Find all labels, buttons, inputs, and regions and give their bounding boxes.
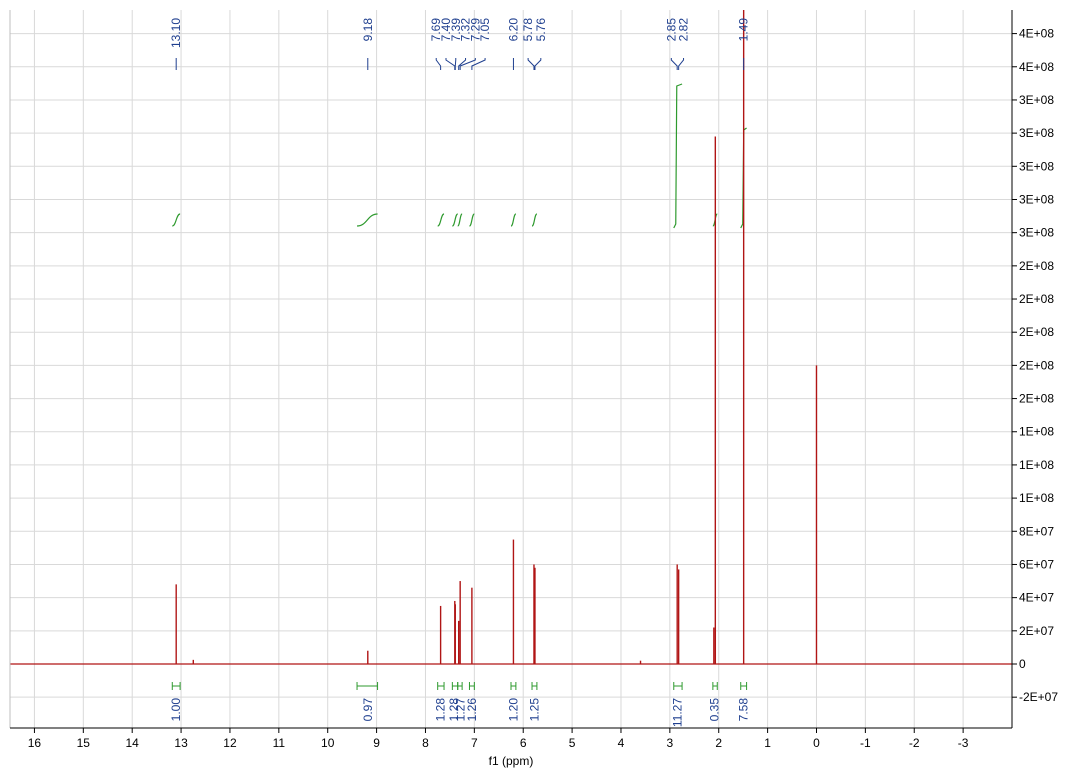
integral-curve xyxy=(457,213,463,227)
integral-value-label: 1.27 xyxy=(454,698,468,722)
chemical-shift-label: 5.78 xyxy=(521,18,535,42)
y-tick-label: 2E+08 xyxy=(1019,358,1054,372)
shift-label-connector xyxy=(527,58,535,70)
y-tick-label: 1E+08 xyxy=(1019,425,1054,439)
x-tick-label: 11 xyxy=(273,736,286,750)
integral-value-label: 1.20 xyxy=(506,698,520,722)
y-tick-label: 3E+08 xyxy=(1019,159,1054,173)
x-tick-label: 15 xyxy=(77,736,91,750)
integral-value-label: 0.97 xyxy=(361,698,375,722)
y-tick-label: 1E+08 xyxy=(1019,458,1054,472)
x-tick-label: 4 xyxy=(618,736,625,750)
chemical-shift-label: 7.39 xyxy=(449,18,463,42)
integral-value-label: 0.35 xyxy=(707,698,721,722)
y-tick-label: 2E+08 xyxy=(1019,292,1054,306)
shift-label-connector xyxy=(459,58,476,70)
y-tick-label: 0 xyxy=(1019,657,1026,671)
x-tick-label: 1 xyxy=(764,736,771,750)
integral-value-label: 1.28 xyxy=(434,698,448,722)
y-tick-label: 3E+08 xyxy=(1019,93,1054,107)
y-tick-label: 4E+08 xyxy=(1019,60,1054,74)
integral-value-label: 1.25 xyxy=(527,698,541,722)
integral-value-label: 1.00 xyxy=(169,698,183,722)
x-axis: 16 15 14 13 12 11 10 9 8 7 6 5 4 3 2 1 0 -1 -2 -3 xyxy=(28,728,969,750)
integral-curve xyxy=(356,213,378,227)
x-tick-label: 10 xyxy=(321,736,335,750)
integral-curve xyxy=(437,213,445,227)
chemical-shift-label: 2.82 xyxy=(677,18,691,42)
y-tick-label: 2E+08 xyxy=(1019,392,1054,406)
shift-label-connector xyxy=(534,58,542,70)
shift-label-connector xyxy=(435,58,442,70)
x-tick-label: 14 xyxy=(126,736,140,750)
chemical-shift-label: 7.69 xyxy=(429,18,443,42)
x-tick-label: 16 xyxy=(28,736,42,750)
x-tick-label: -1 xyxy=(860,736,871,750)
x-axis-title: f1 (ppm) xyxy=(489,754,534,768)
y-tick-label: 3E+08 xyxy=(1019,192,1054,206)
shift-label-connector xyxy=(471,58,486,70)
y-tick-label: 4E+08 xyxy=(1019,27,1054,41)
x-tick-label: 6 xyxy=(520,736,527,750)
x-tick-label: -3 xyxy=(958,736,969,750)
integral-curve xyxy=(172,213,181,227)
y-tick-label: 1E+08 xyxy=(1019,491,1054,505)
integral-value-label: 11.27 xyxy=(671,698,685,727)
x-tick-label: 8 xyxy=(422,736,429,750)
integral-curve xyxy=(469,213,475,227)
chemical-shift-label: 1.49 xyxy=(737,18,751,42)
y-tick-label: 2E+08 xyxy=(1019,325,1054,339)
y-tick-label: 4E+07 xyxy=(1019,591,1054,605)
chemical-shift-label: 6.20 xyxy=(506,18,520,42)
chemical-shift-labels: 13.10 9.18 7.697.407.397.327.297.05 6.20 5.7… xyxy=(169,18,751,70)
y-tick-label: 2E+08 xyxy=(1019,259,1054,273)
x-tick-label: 5 xyxy=(569,736,576,750)
x-tick-label: -2 xyxy=(909,736,920,750)
x-tick-label: 3 xyxy=(667,736,674,750)
integral-value-label: 1.26 xyxy=(465,698,479,722)
x-tick-label: 12 xyxy=(223,736,237,750)
y-tick-label: 8E+07 xyxy=(1019,524,1054,538)
y-axis: 4E+08 4E+08 3E+08 3E+08 3E+08 3E+08 3E+08 2E+08… xyxy=(1012,27,1058,704)
integral-value-label: 1.28 xyxy=(447,698,461,722)
integral-curve xyxy=(452,213,459,227)
chemical-shift-label: 13.10 xyxy=(169,18,183,48)
chemical-shift-label: 2.85 xyxy=(664,18,678,42)
x-tick-label: 2 xyxy=(715,736,722,750)
chemical-shift-label: 7.05 xyxy=(478,18,492,42)
shift-label-connector xyxy=(670,58,678,70)
x-tick-label: 13 xyxy=(174,736,188,750)
y-tick-label: 2E+07 xyxy=(1019,624,1054,638)
x-tick-label: 7 xyxy=(471,736,478,750)
grid-lines xyxy=(10,10,1012,728)
integral-value-label: 7.58 xyxy=(737,698,751,722)
y-tick-label: 3E+08 xyxy=(1019,226,1054,240)
integration-markers: 1.00 0.97 1.28 1.281.271.26 1.20 1.25 11.27 0.3… xyxy=(169,682,751,727)
integral-curve xyxy=(673,83,683,229)
shift-label-connector xyxy=(458,58,467,70)
chemical-shift-label: 5.76 xyxy=(534,18,548,42)
shift-label-connector xyxy=(678,58,685,70)
x-tick-label: 0 xyxy=(813,736,820,750)
y-tick-label: 6E+07 xyxy=(1019,557,1054,571)
y-tick-label: -2E+07 xyxy=(1019,690,1058,704)
chemical-shift-label: 9.18 xyxy=(361,18,375,42)
chemical-shift-label: 7.40 xyxy=(439,18,453,42)
integral-curve xyxy=(510,213,517,227)
x-tick-label: 9 xyxy=(373,736,380,750)
y-tick-label: 3E+08 xyxy=(1019,126,1054,140)
chemical-shift-label: 7.29 xyxy=(468,18,482,42)
chemical-shift-label: 7.32 xyxy=(459,18,473,42)
integral-curve xyxy=(531,213,538,227)
spectrum-trace xyxy=(10,10,1012,665)
